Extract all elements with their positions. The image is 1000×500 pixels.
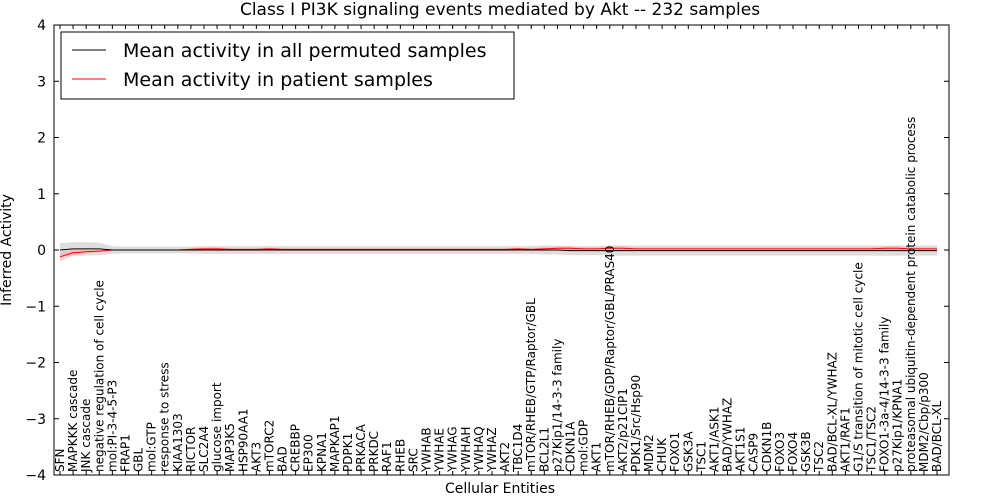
- x-tick-label: PRKDC: [367, 431, 381, 472]
- x-axis-label: Cellular Entities: [445, 481, 555, 497]
- x-tick-label: AKT3: [249, 442, 263, 472]
- x-tick-label: PDK1/Src/Hsp90: [629, 375, 643, 472]
- x-tick-label: EP300: [302, 434, 316, 472]
- x-tick-label: mTOR/RHEB/GDP/Raptor/GBL/PRAS40: [603, 246, 617, 472]
- x-tick-label: mTOR/RHEB/GTP/Raptor/GBL: [524, 298, 538, 472]
- y-tick-label: −2: [25, 356, 46, 372]
- x-tick-label: glucose import: [210, 382, 224, 472]
- x-tick-label: SLC2A4: [197, 426, 211, 472]
- x-tick-label: BCL2L1: [537, 427, 551, 472]
- x-tick-label: p27Kip1/14-3-3 family: [550, 339, 564, 472]
- x-tick-label: RICTOR: [184, 427, 198, 472]
- x-tick-label: RHEB: [393, 439, 407, 472]
- x-tick-labels: SFN MAPKKK cascade JNK cascade negative reg…: [53, 117, 944, 473]
- x-tick-label: MAP3K5: [223, 423, 237, 472]
- legend: Mean activity in all permuted samples Me…: [60, 31, 515, 100]
- x-tick-label: AKT1/RAF1: [838, 407, 852, 472]
- x-tick-label: CHUK: [655, 437, 669, 472]
- x-tick-label: mol:GTP: [145, 422, 159, 472]
- x-tick-label: response to stress: [158, 362, 172, 472]
- x-tick-label: SRC: [406, 448, 420, 472]
- x-tick-label: MAPKAP1: [328, 415, 342, 472]
- x-tick-label: KPNA1: [315, 432, 329, 472]
- x-tick-label: TBC1D4: [511, 424, 525, 473]
- x-tick-label: CASP9: [747, 433, 761, 472]
- x-tick-label: YWHAG: [446, 426, 460, 473]
- x-tick-label: mTORC2: [262, 420, 276, 472]
- line-patient: [59, 247, 937, 258]
- y-tick-label: 4: [37, 18, 46, 34]
- x-tick-label: TSC1/TSC2: [865, 406, 879, 473]
- x-tick-label: AKT2: [498, 442, 512, 472]
- y-tick-label: −3: [25, 412, 46, 428]
- x-tick-label: G1/S transition of mitotic cell cycle: [852, 262, 866, 472]
- x-tick-label: PRKACA: [354, 423, 368, 472]
- x-tick-label: CREBBP: [289, 424, 303, 472]
- y-axis-label: Inferred Activity: [0, 194, 15, 306]
- x-tick-label: YWHAE: [433, 428, 447, 473]
- x-tick-label: FOXO3: [773, 432, 787, 472]
- x-tick-label: PDPK1: [341, 433, 355, 472]
- x-tick-label: FOXO1-3a-4/14-3-3 family: [878, 317, 892, 473]
- x-tick-label: YWHAQ: [472, 426, 486, 473]
- y-tick-label: −1: [25, 299, 46, 315]
- x-tick-label: GSK3B: [799, 431, 813, 472]
- x-tick-label: AKT1/ASK1: [708, 407, 722, 472]
- x-tick-label: mol:PI-3-4-5-P3: [105, 380, 119, 472]
- x-tick-label: YWHAH: [459, 427, 473, 473]
- x-tick-label: HSP90AA1: [236, 408, 250, 472]
- y-tick-label: 1: [37, 187, 46, 203]
- x-axis: [59, 25, 938, 475]
- y-tick-label: −4: [25, 468, 46, 484]
- x-tick-label: BAD/BCL-XL: [930, 400, 944, 472]
- x-tick-label: GSK3A: [681, 431, 695, 472]
- x-tick-label: p27Kip1/KPNA1: [891, 379, 905, 472]
- x-tick-label: proteasomal ubiquitin-dependent protein …: [904, 117, 918, 472]
- x-tick-label: MDM2: [642, 434, 656, 472]
- series-lines: [59, 247, 937, 258]
- x-tick-label: AKT1: [590, 442, 604, 472]
- legend-box: [60, 31, 515, 100]
- x-tick-label: GBL: [132, 447, 146, 472]
- x-tick-label: JNK cascade: [79, 399, 93, 473]
- x-tick-label: BAD: [276, 446, 290, 472]
- x-tick-label: FOXO4: [786, 432, 800, 472]
- y-axis: −4 −3 −2 −1 0 1 2 3 4: [25, 18, 949, 484]
- x-tick-label: CDKN1B: [760, 422, 774, 472]
- x-tick-label: FRAP1: [118, 434, 132, 472]
- x-tick-label: SFN: [53, 449, 67, 473]
- y-tick-label: 2: [37, 131, 46, 147]
- x-tick-label: CDKN1A: [564, 421, 578, 472]
- legend-label-permuted: Mean activity in all permuted samples: [123, 40, 486, 62]
- x-tick-label: AKT1S1: [734, 427, 748, 472]
- x-tick-label: FOXO1: [668, 432, 682, 472]
- x-tick-label: MDM2/Cbp/p300: [917, 372, 931, 472]
- x-tick-label: MAPKKK cascade: [66, 370, 80, 472]
- y-tick-label: 0: [37, 243, 46, 259]
- x-tick-label: TSC2: [812, 441, 826, 473]
- x-tick-label: RAF1: [380, 441, 394, 472]
- x-tick-label: AKT2/p21CIP1: [616, 388, 630, 472]
- legend-label-patient: Mean activity in patient samples: [123, 69, 433, 91]
- x-tick-label: TSC1: [694, 441, 708, 473]
- x-tick-label: BAD/YWHAZ: [721, 398, 735, 472]
- x-tick-label: YWHAZ: [485, 427, 499, 473]
- chart-title: Class I PI3K signaling events mediated b…: [240, 0, 760, 20]
- x-tick-label: negative regulation of cell cycle: [92, 280, 106, 472]
- y-tick-label: 3: [37, 74, 46, 90]
- x-tick-label: mol:GDP: [577, 420, 591, 472]
- x-tick-label: YWHAB: [420, 427, 434, 473]
- x-tick-label: BAD/BCL-XL/YWHAZ: [825, 352, 839, 472]
- line-permuted: [59, 248, 937, 252]
- x-tick-label: KIAA1303: [171, 413, 185, 472]
